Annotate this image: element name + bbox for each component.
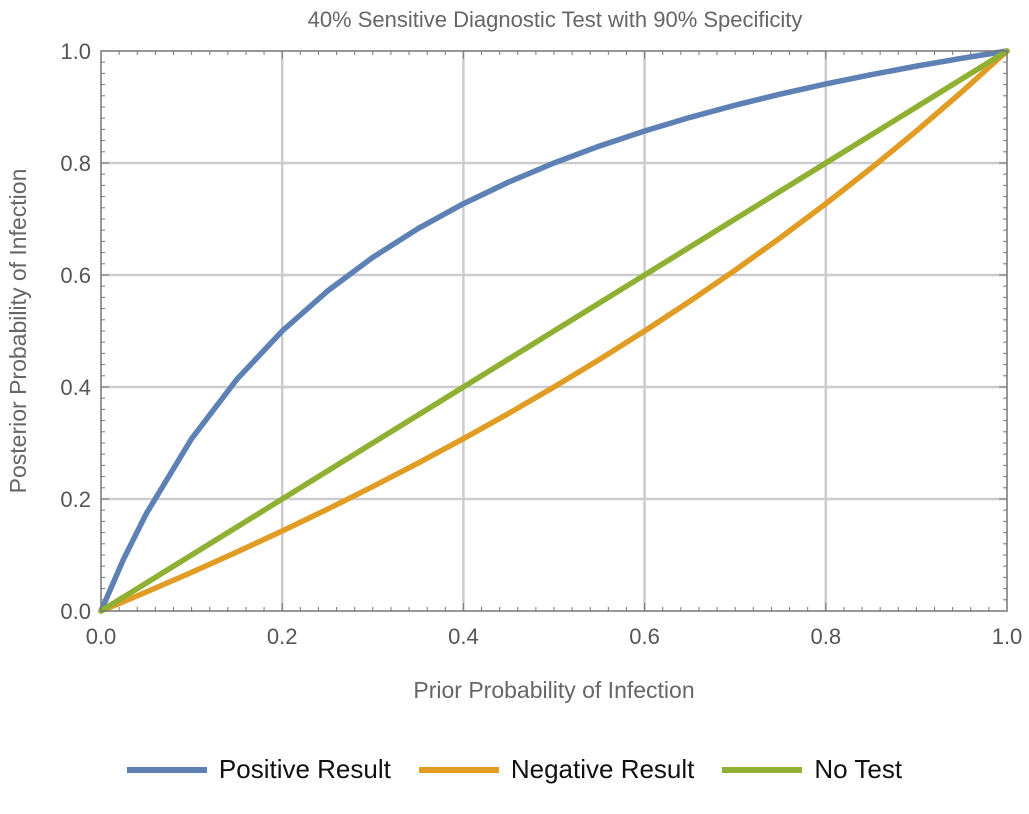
series-lines	[98, 48, 1010, 614]
legend-swatch-negative	[418, 766, 499, 773]
y-tick-label: 0.8	[60, 151, 91, 176]
legend: Positive Result Negative Result No Test	[0, 754, 1029, 785]
y-tick-label: 1.0	[60, 39, 91, 64]
x-tick-label: 0.0	[86, 624, 117, 649]
ticks: 0.00.0 0.2 0.2 0.4 0.4 0.6 0.6 0.8 0.8 1.0 1.0	[60, 39, 1022, 649]
x-axis-label: Prior Probability of Infection	[413, 677, 694, 703]
x-tick-label: 0.8	[811, 624, 842, 649]
x-tick-label: 0.2	[267, 624, 298, 649]
y-tick-label: 0.0	[60, 599, 91, 624]
y-tick-label: 0.6	[60, 263, 91, 288]
series-line-negative-result	[98, 48, 1010, 614]
legend-item-no-test: No Test	[722, 754, 902, 785]
y-axis-label: Posterior Probability of Infection	[5, 169, 31, 494]
legend-swatch-no-test	[722, 766, 803, 773]
x-tick-label: 1.0	[992, 624, 1023, 649]
legend-label: No Test	[814, 754, 903, 784]
chart-title: 40% Sensitive Diagnostic Test with 90% S…	[308, 7, 803, 32]
y-tick-label: 0.4	[60, 375, 91, 400]
legend-label: Negative Result	[510, 754, 695, 784]
series-line-positive-result	[98, 48, 1010, 614]
y-tick-label: 0.2	[60, 487, 91, 512]
legend-item-positive: Positive Result	[126, 754, 391, 785]
legend-item-negative: Negative Result	[418, 754, 695, 785]
x-tick-label: 0.4	[448, 624, 479, 649]
legend-label: Positive Result	[218, 754, 391, 784]
x-tick-label: 0.6	[629, 624, 660, 649]
series-line-no-test	[98, 48, 1010, 614]
legend-swatch-positive	[126, 766, 207, 773]
